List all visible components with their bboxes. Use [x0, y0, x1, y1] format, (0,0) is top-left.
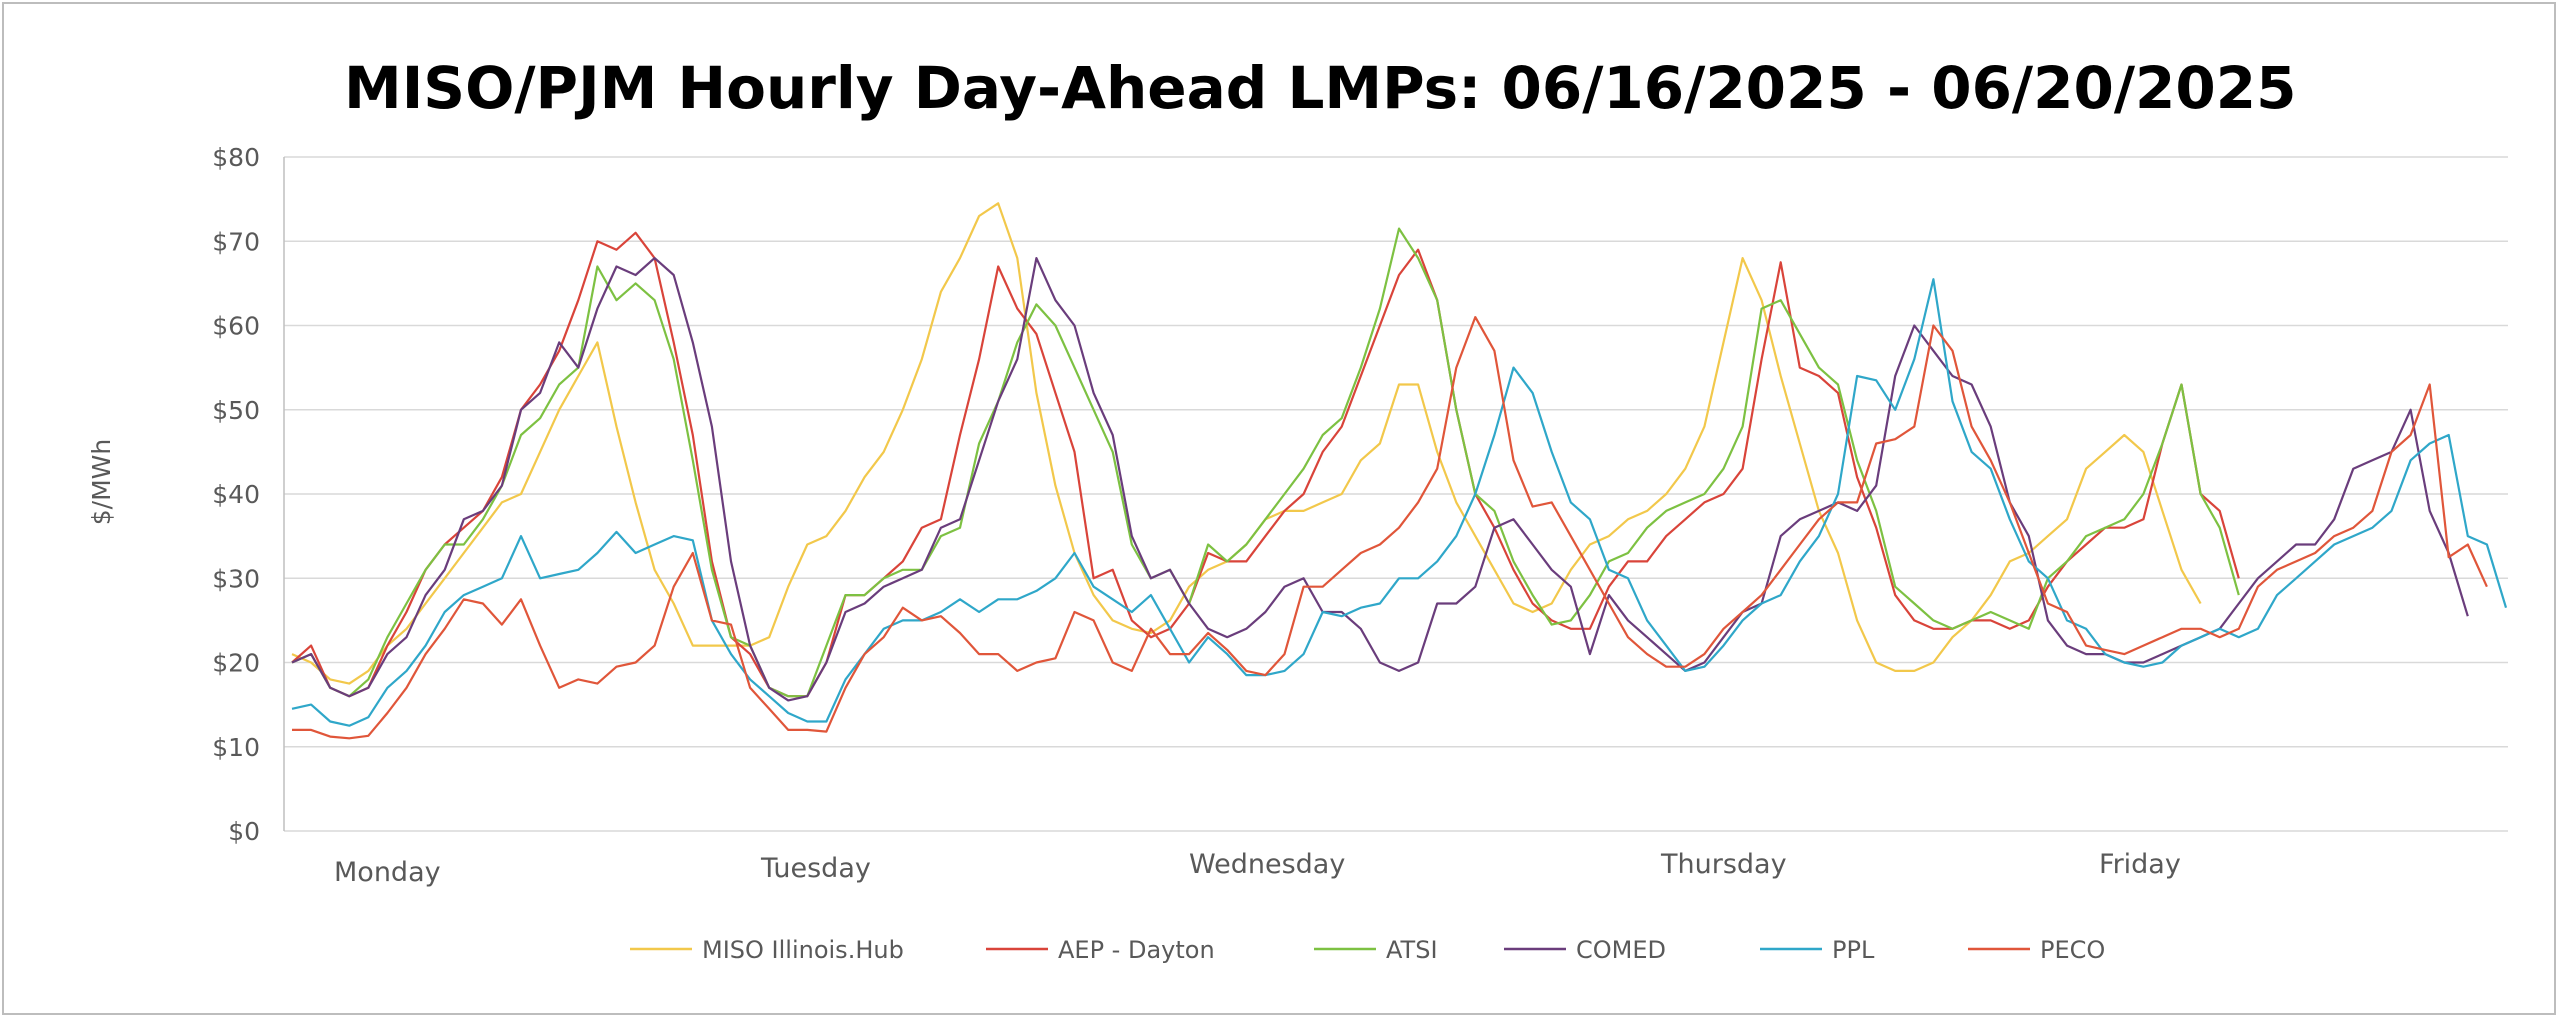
y-tick-label: $70: [212, 227, 260, 256]
legend-item: MISO Illinois.Hub: [630, 936, 904, 964]
chart-title: MISO/PJM Hourly Day-Ahead LMPs: 06/16/20…: [344, 54, 2296, 122]
series-line: [291, 202, 2202, 685]
y-tick-label: $40: [212, 480, 260, 509]
legend: MISO Illinois.Hub AEP - Dayton ATSI COMED PP…: [630, 936, 2105, 964]
series-line: [291, 227, 2240, 698]
chart: MISO/PJM Hourly Day-Ahead LMPs: 06/16/20…: [87, 54, 2508, 964]
x-day-label: Tuesday: [760, 853, 871, 884]
legend-label: PECO: [2040, 936, 2105, 964]
x-day-label: Wednesday: [1189, 849, 1345, 880]
series-line: [291, 278, 2508, 727]
y-tick-label: $60: [212, 312, 260, 341]
y-tick-label: $30: [212, 564, 260, 593]
legend-item: COMED: [1504, 936, 1666, 964]
legend-item: AEP - Dayton: [986, 936, 1215, 964]
legend-label: AEP - Dayton: [1058, 936, 1215, 964]
y-tick-label: $20: [212, 649, 260, 678]
y-tick-label: $0: [228, 817, 260, 846]
legend-label: MISO Illinois.Hub: [702, 936, 904, 964]
x-day-labels: Monday Tuesday Wednesday Thursday Friday: [334, 849, 2181, 888]
series-line: [292, 316, 2488, 740]
y-axis-label: $/MWh: [87, 439, 116, 525]
legend-item: PPL: [1760, 936, 1875, 964]
legend-item: PECO: [1968, 936, 2105, 964]
y-tick-label: $10: [212, 733, 260, 762]
y-tick-labels: $0 $10 $20 $30 $40 $50 $60 $70 $80: [212, 143, 260, 846]
legend-label: PPL: [1832, 936, 1875, 964]
legend-item: ATSI: [1314, 936, 1438, 964]
series-lines: [291, 202, 2508, 740]
y-tick-label: $50: [212, 396, 260, 425]
y-tick-label: $80: [212, 143, 260, 172]
gridlines: [283, 156, 2508, 832]
series-line: [291, 231, 2240, 698]
legend-label: ATSI: [1386, 936, 1438, 964]
x-day-label: Friday: [2099, 849, 2181, 880]
x-day-label: Monday: [334, 857, 441, 888]
legend-label: COMED: [1576, 936, 1666, 964]
x-day-label: Thursday: [1660, 849, 1787, 880]
